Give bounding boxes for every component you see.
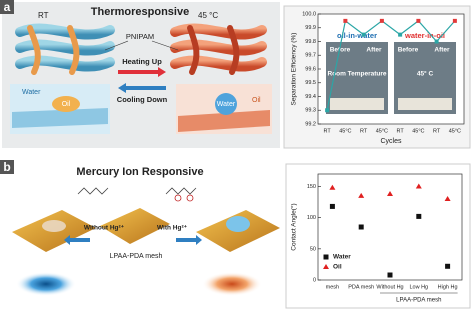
pointer — [104, 40, 129, 51]
x-tick-label: PDA mesh — [348, 284, 374, 290]
point — [387, 272, 393, 278]
ripple-oil — [202, 272, 262, 296]
y-tick-label: 99.5 — [305, 80, 316, 86]
molecules — [77, 187, 197, 202]
arrow-label: Heating Up — [122, 57, 162, 66]
oil-label: Oil — [252, 97, 261, 104]
annotation: After — [366, 47, 382, 54]
annotation: Before — [398, 47, 419, 54]
y-axis-label: Separation Efficiency (%) — [291, 33, 298, 106]
legend-marker — [323, 254, 329, 260]
y-tick-label: 150 — [307, 184, 316, 190]
panel-title: Thermoresponsive — [91, 6, 189, 18]
point — [434, 39, 439, 44]
oil-label: Oil — [62, 101, 71, 108]
x-tick-label: Low Hg — [409, 284, 428, 290]
point — [325, 108, 330, 113]
y-tick-label: 100.0 — [302, 11, 316, 17]
point — [329, 184, 336, 190]
annotation: oil-in-water — [337, 31, 377, 40]
x-tick-label: 45°C — [376, 128, 388, 134]
y-tick-label: 0 — [313, 277, 316, 283]
point — [361, 32, 366, 37]
annotation: water-in-oil — [404, 31, 445, 40]
x-tick-label: 45°C — [449, 128, 461, 134]
fibers-rt — [15, 23, 115, 75]
point — [416, 213, 422, 219]
material-label: PNIPAM — [126, 32, 154, 41]
x-tick-label: Without Hg — [376, 284, 403, 290]
x-tick-label: 45°C — [412, 128, 424, 134]
x-tick-label: RT — [324, 128, 332, 134]
y-axis-label: Contact Angle(°) — [290, 203, 298, 250]
water-label: Water — [217, 101, 236, 108]
y-tick-label: 99.2 — [305, 121, 316, 127]
point — [416, 18, 421, 23]
annotation: Before — [330, 47, 351, 54]
ripple-water — [16, 272, 76, 296]
annotation: Room Temperature — [327, 71, 386, 78]
panel-label: b — [3, 160, 10, 174]
rt-wetting — [10, 84, 110, 134]
liquid — [398, 98, 452, 110]
meshes — [12, 208, 280, 252]
point — [415, 183, 422, 189]
pointer — [151, 40, 179, 51]
line — [326, 19, 456, 111]
point — [398, 32, 403, 37]
arrow — [64, 235, 90, 245]
y-tick-label: 99.8 — [305, 39, 316, 45]
mesh-label: LPAA-PDA mesh — [110, 253, 163, 260]
condition-label: With Hg²⁺ — [157, 225, 188, 232]
x-tick-label: RT — [433, 128, 441, 134]
point — [343, 18, 348, 23]
arrow-label: Cooling Down — [117, 95, 168, 104]
legend-label: Oil — [333, 264, 342, 271]
liquid — [330, 98, 384, 110]
x-tick-label: mesh — [326, 284, 339, 290]
state-label: 45 °C — [198, 11, 218, 20]
point — [452, 18, 457, 23]
point — [358, 224, 364, 230]
point — [329, 203, 335, 209]
annotation: After — [434, 47, 450, 54]
heat-arrow — [118, 67, 166, 77]
condition-label: Without Hg²⁺ — [84, 225, 125, 232]
y-tick-label: 99.4 — [305, 94, 316, 100]
y-tick-label: 100 — [307, 215, 316, 221]
panel-label: a — [4, 0, 11, 14]
y-tick-label: 50 — [310, 246, 316, 252]
state-label: RT — [38, 11, 49, 20]
point — [379, 18, 384, 23]
panel-label-box — [0, 0, 14, 14]
point — [358, 192, 365, 198]
x-tick-label: 45°C — [339, 128, 351, 134]
y-tick-label: 99.9 — [305, 25, 316, 31]
panel-label-box — [0, 160, 14, 174]
arrow — [176, 235, 202, 245]
x-tick-label: RT — [360, 128, 368, 134]
x-tick-label: RT — [397, 128, 405, 134]
y-tick-label: 99.6 — [305, 66, 316, 72]
point — [387, 190, 393, 196]
panel-title: Mercury Ion Responsive — [76, 166, 203, 178]
y-tick-label: 99.3 — [305, 108, 316, 114]
water-label: Water — [22, 89, 41, 96]
y-tick-label: 99.7 — [305, 53, 316, 59]
point — [444, 195, 451, 201]
fibers-45c — [170, 23, 267, 75]
point — [445, 263, 451, 269]
annotation: 45° C — [417, 70, 434, 78]
legend-marker — [323, 264, 329, 269]
group-label: LPAA-PDA mesh — [396, 298, 441, 304]
legend-label: Water — [333, 254, 351, 261]
cool-arrow — [118, 83, 166, 93]
hot-wetting — [176, 84, 272, 134]
x-axis-label: Cycles — [380, 138, 402, 145]
x-tick-label: High Hg — [438, 284, 458, 290]
